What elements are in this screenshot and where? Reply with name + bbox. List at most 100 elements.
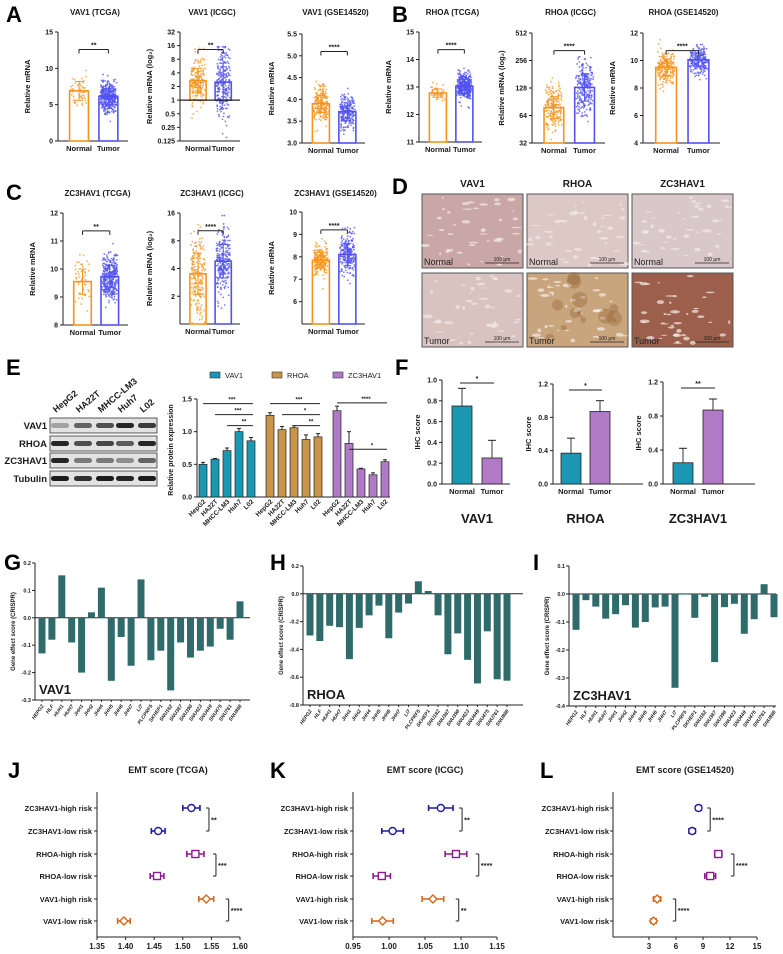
data-point <box>317 89 320 92</box>
data-point <box>114 272 117 275</box>
data-point <box>342 95 345 97</box>
data-point <box>326 265 329 268</box>
y-tick-label: 10 <box>45 66 53 73</box>
data-point <box>202 248 205 251</box>
significance-label: *** <box>234 409 242 415</box>
data-point <box>702 69 705 72</box>
data-point <box>324 246 327 248</box>
data-point <box>344 248 347 251</box>
crispr-bar <box>365 593 373 616</box>
data-point <box>200 90 203 93</box>
y-tick-label: 4 <box>171 266 175 273</box>
data-point <box>664 59 666 62</box>
y-tick-label: 0.25 <box>161 125 175 132</box>
crispr-bar <box>661 594 669 607</box>
data-point <box>589 106 592 109</box>
ihc-texture <box>544 244 554 246</box>
data-point <box>228 82 231 85</box>
data-point <box>468 71 471 73</box>
gene-label: VAV1 <box>461 511 493 526</box>
data-point <box>321 91 324 93</box>
y-tick-label: 1.2 <box>538 382 548 389</box>
ihc-texture <box>650 224 654 229</box>
data-point <box>551 113 554 116</box>
y-tick-label: 0.0 <box>538 482 548 489</box>
data-point <box>585 84 588 86</box>
y-tick-label: 8 <box>293 254 297 261</box>
data-point <box>218 268 221 270</box>
data-point <box>199 257 202 260</box>
data-point <box>74 264 77 267</box>
y-tick-label: 16 <box>167 43 175 50</box>
data-point <box>702 52 705 55</box>
data-point <box>217 254 220 257</box>
data-point <box>352 115 354 118</box>
data-point <box>201 237 204 239</box>
ihc-texture <box>512 217 518 221</box>
data-point <box>203 74 206 77</box>
data-point <box>352 99 355 102</box>
data-point <box>657 68 660 71</box>
panel-title: ZC3HAV1 (GSE14520) <box>294 189 377 198</box>
x-tick-label: Tumor <box>212 144 235 153</box>
data-point <box>576 80 579 82</box>
ihc-texture <box>547 285 550 289</box>
ihc-texture <box>665 235 672 239</box>
data-point <box>576 90 579 92</box>
data-point <box>76 84 79 87</box>
data-point <box>693 61 696 64</box>
data-point <box>705 77 708 80</box>
data-point <box>216 244 219 247</box>
ihc-texture <box>714 244 720 248</box>
data-point <box>558 119 561 122</box>
data-point <box>224 76 226 79</box>
data-point <box>700 60 703 63</box>
data-point <box>203 63 206 66</box>
crispr-bar <box>177 617 185 643</box>
data-point <box>194 281 197 284</box>
data-point <box>220 293 222 296</box>
data-point <box>701 73 704 76</box>
data-point <box>348 230 351 233</box>
ihc-texture <box>695 231 699 233</box>
data-point <box>199 288 202 291</box>
data-point <box>323 254 326 257</box>
data-point <box>195 302 198 304</box>
data-point <box>587 83 590 86</box>
data-point <box>545 115 548 118</box>
data-point <box>83 86 86 89</box>
data-point <box>191 86 194 89</box>
y-tick-label: 0.8 <box>648 414 658 421</box>
bar-zc3hav1 <box>356 468 366 498</box>
data-point <box>545 86 548 89</box>
ihc-texture <box>661 334 667 336</box>
data-point <box>662 83 664 86</box>
data-point <box>196 306 199 309</box>
data-point <box>223 214 226 217</box>
ihc-texture <box>426 234 434 236</box>
ihc-texture <box>507 197 516 202</box>
ihc-texture <box>422 314 433 319</box>
crispr-bar <box>444 593 452 655</box>
data-point <box>225 75 228 78</box>
data-point <box>351 107 353 110</box>
y-tick-label: 11 <box>407 140 415 147</box>
ihc-texture <box>565 320 573 323</box>
data-point <box>325 105 328 108</box>
data-point <box>353 232 356 235</box>
data-point <box>201 274 204 277</box>
data-point <box>198 260 201 263</box>
data-point <box>316 258 319 261</box>
data-point <box>104 97 107 100</box>
data-point <box>670 65 673 68</box>
data-point <box>581 85 584 88</box>
data-point <box>199 88 202 91</box>
y-axis-label: Gene effect score (CRISPR) <box>11 592 17 671</box>
y-tick-label: 4 <box>171 70 175 77</box>
data-point <box>324 271 327 274</box>
data-point <box>110 257 113 260</box>
data-point <box>224 120 227 123</box>
data-point <box>468 87 471 89</box>
ihc-texture <box>441 197 445 199</box>
data-point <box>560 92 563 95</box>
